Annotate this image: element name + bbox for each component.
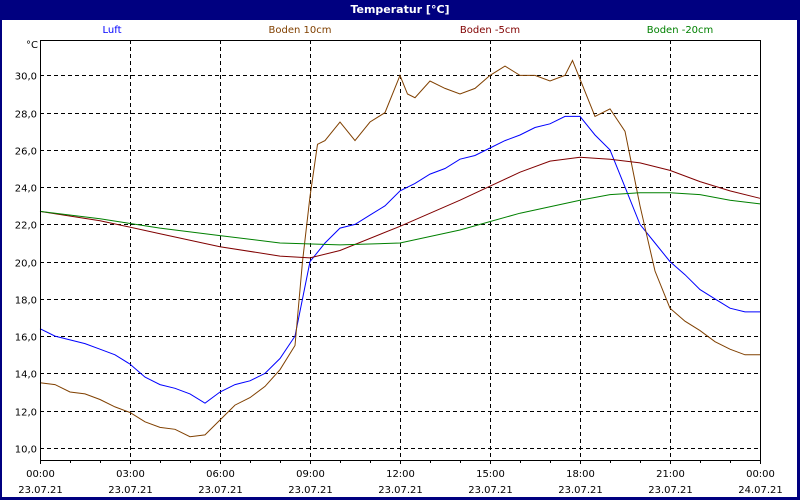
x-tick-time: 12:00 <box>386 469 415 480</box>
series-line-boden-5cm <box>39 156 761 259</box>
series-line-boden-10cm <box>39 59 760 438</box>
legend-boden-10cm: Boden 10cm <box>268 25 332 36</box>
y-tick-label: 30,0 <box>15 72 37 83</box>
y-unit-label: °C <box>26 40 38 51</box>
x-tick-time: 09:00 <box>296 469 325 480</box>
x-tick-date: 23.07.21 <box>18 485 63 496</box>
x-tick-time: 15:00 <box>476 469 505 480</box>
x-tick-date: 23.07.21 <box>288 485 333 496</box>
legend-boden-5cm: Boden -5cm <box>459 25 521 36</box>
x-tick-time: 00:00 <box>26 469 55 480</box>
y-tick-label: 24,0 <box>15 184 37 195</box>
x-tick-time: 03:00 <box>116 469 145 480</box>
series-line-luft <box>39 115 760 404</box>
x-tick-time: 06:00 <box>206 469 235 480</box>
chart-panel <box>2 20 797 497</box>
x-tick-date: 23.07.21 <box>198 485 243 496</box>
x-tick-time: 18:00 <box>566 469 595 480</box>
y-tick-label: 12,0 <box>15 408 37 419</box>
series-line-boden-20cm <box>39 192 761 246</box>
y-tick-label: 22,0 <box>15 221 37 232</box>
legend-luft: Luft <box>102 25 122 36</box>
x-tick-time: 21:00 <box>656 469 685 480</box>
y-tick-label: 10,0 <box>15 445 37 456</box>
x-tick-date: 23.07.21 <box>108 485 153 496</box>
y-tick-label: 20,0 <box>15 259 37 270</box>
x-tick-date: 23.07.21 <box>378 485 423 496</box>
window-title: Temperatur [°C] <box>350 3 450 16</box>
x-tick-date: 24.07.21 <box>738 485 783 496</box>
legend-boden-20cm: Boden -20cm <box>646 25 714 36</box>
y-tick-label: 18,0 <box>15 296 37 307</box>
y-tick-label: 26,0 <box>15 147 37 158</box>
x-tick-time: 00:00 <box>746 469 775 480</box>
y-tick-label: 28,0 <box>15 110 37 121</box>
y-tick-label: 14,0 <box>15 370 37 381</box>
x-tick-date: 23.07.21 <box>648 485 693 496</box>
plot-frame <box>40 40 761 461</box>
y-tick-label: 16,0 <box>15 333 37 344</box>
x-tick-date: 23.07.21 <box>558 485 603 496</box>
x-tick-date: 23.07.21 <box>468 485 513 496</box>
